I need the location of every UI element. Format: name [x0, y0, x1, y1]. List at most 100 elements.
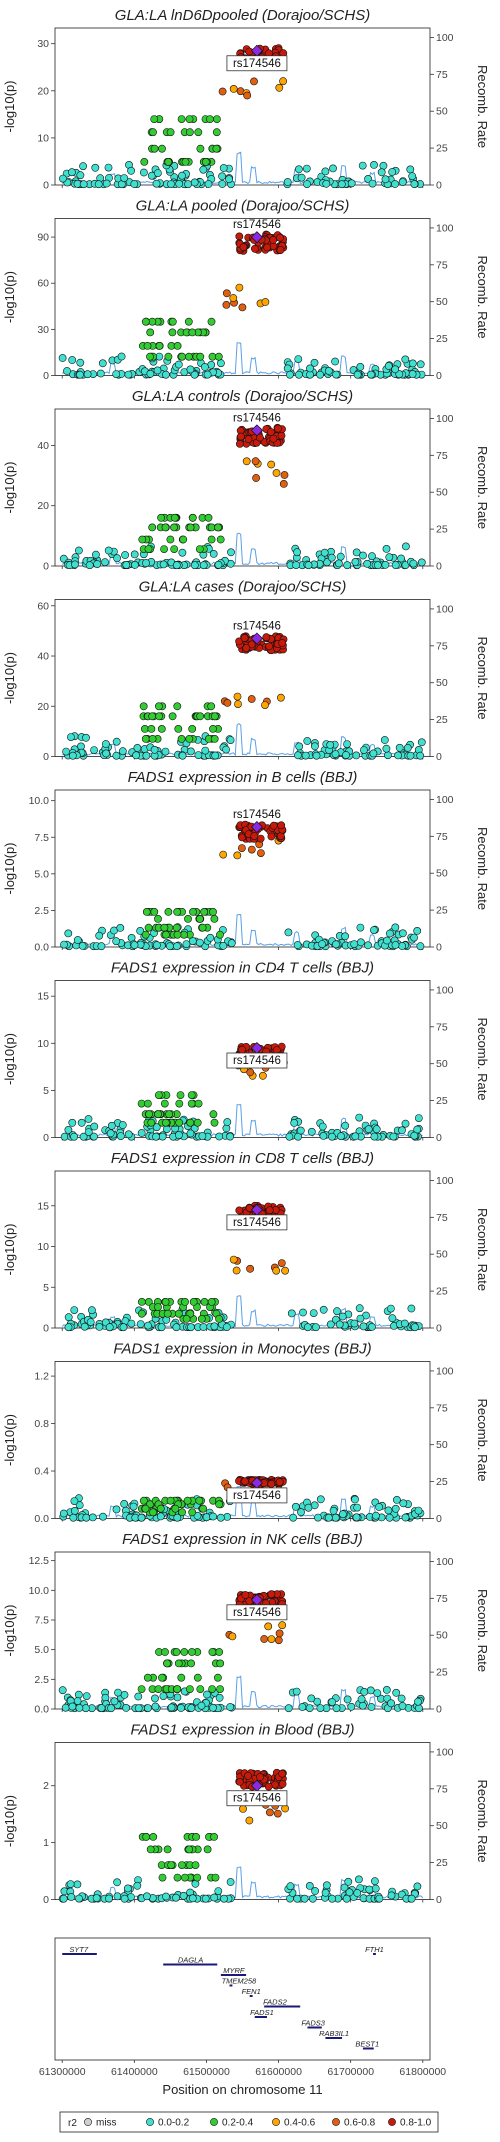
snp-point	[285, 929, 292, 936]
panel-title: GLA:LA pooled (Dorajoo/SCHS)	[136, 198, 350, 215]
snp-point	[88, 1307, 95, 1314]
snp-point	[147, 1846, 154, 1853]
snp-point	[392, 366, 399, 373]
snp-point	[158, 145, 165, 152]
snp-point	[407, 752, 414, 759]
y-tick-label: 1.2	[34, 1371, 49, 1383]
snp-point	[59, 1687, 66, 1694]
snp-point	[245, 436, 252, 443]
snp-point	[250, 78, 257, 85]
snp-point	[323, 180, 330, 187]
snp-point	[415, 1115, 422, 1122]
snp-point	[277, 694, 284, 701]
snp-point	[173, 562, 180, 569]
snp-point	[113, 752, 120, 759]
x-tick-label: 61400000	[111, 2066, 158, 2078]
snp-point	[128, 167, 135, 174]
snp-point	[143, 908, 150, 915]
snp-point	[376, 1895, 383, 1902]
snp-point	[214, 524, 221, 531]
snp-point	[367, 371, 374, 378]
snp-point	[153, 180, 160, 187]
snp-point	[236, 1778, 243, 1785]
recomb-axis-label: Recomb. Rate	[475, 1208, 490, 1291]
gene-label: MYRF	[223, 1966, 245, 1975]
snp-point	[184, 915, 191, 922]
snp-point	[191, 562, 198, 569]
snp-point	[122, 551, 129, 558]
snp-point	[204, 371, 211, 378]
legend-label: 0.2-0.4	[222, 2118, 254, 2129]
snp-point	[348, 1703, 355, 1710]
snp-point	[239, 1046, 246, 1053]
recomb-tick-label: 25	[436, 1095, 448, 1107]
panel-2: GLA:LA pooled (Dorajoo/SCHS) 0 30 60 90 0 25 50…	[2, 198, 490, 383]
snp-point	[160, 1693, 167, 1700]
snp-point	[311, 743, 318, 750]
snp-point	[306, 1882, 313, 1889]
snp-point	[378, 169, 385, 176]
recomb-axis-label: Recomb. Rate	[475, 636, 490, 719]
snp-point	[205, 180, 212, 187]
snp-point	[244, 92, 251, 99]
snp-point	[328, 1133, 335, 1140]
recomb-tick-label: 50	[436, 1820, 448, 1832]
snp-point	[106, 1324, 113, 1331]
recomb-tick-label: 100	[436, 794, 454, 806]
snp-point	[212, 752, 219, 759]
snp-point	[167, 1497, 174, 1504]
snp-point	[80, 181, 87, 188]
y-axis-label: -log10(p)	[2, 1033, 17, 1085]
snp-point	[216, 1501, 223, 1508]
snp-point	[210, 550, 217, 557]
snp-point	[322, 1889, 329, 1896]
snp-point	[209, 1704, 216, 1711]
snp-point	[168, 1704, 175, 1711]
snp-point	[60, 941, 67, 948]
snp-point	[180, 536, 187, 543]
snp-point	[383, 745, 390, 752]
y-tick-label: 20	[37, 85, 49, 97]
snp-point	[199, 924, 206, 931]
y-axis-label: -log10(p)	[2, 652, 17, 704]
snp-point	[234, 701, 241, 708]
snp-point	[70, 1514, 77, 1521]
legend-swatch	[146, 2118, 153, 2125]
snp-point	[248, 695, 255, 702]
snp-point	[211, 1323, 218, 1330]
snp-point	[69, 1119, 76, 1126]
plot-frame	[55, 1743, 430, 1900]
snp-point	[308, 1695, 315, 1702]
snp-point	[200, 562, 207, 569]
snp-point	[113, 938, 120, 945]
snp-point	[399, 942, 406, 949]
snp-point	[417, 752, 424, 759]
legend-label: 0.8-1.0	[400, 2118, 432, 2129]
recomb-tick-label: 75	[436, 1593, 448, 1605]
snp-point	[346, 1889, 353, 1896]
snp-point	[319, 941, 326, 948]
snp-point	[279, 639, 286, 646]
recomb-tick-label: 50	[436, 1630, 448, 1642]
snp-point	[335, 560, 342, 567]
y-tick-label: 12.5	[29, 1555, 50, 1567]
snp-point	[142, 559, 149, 566]
recomb-tick-label: 0	[436, 1132, 442, 1144]
recomb-axis-label: Recomb. Rate	[475, 1589, 490, 1672]
snp-point	[415, 1705, 422, 1712]
snp-point	[312, 1324, 319, 1331]
snp-point	[332, 941, 339, 948]
snp-point	[65, 930, 72, 937]
y-tick-label: 5	[43, 1085, 49, 1097]
snp-point	[179, 549, 186, 556]
x-tick-label: 61800000	[399, 2066, 446, 2078]
recomb-tick-label: 25	[436, 1667, 448, 1679]
recomb-tick-label: 100	[436, 222, 454, 234]
snp-point	[71, 1498, 78, 1505]
snp-point	[71, 1507, 78, 1514]
lead-snp-label: rs174546	[233, 1793, 281, 1805]
snp-point	[149, 524, 156, 531]
snp-point	[135, 1693, 142, 1700]
snp-point	[332, 751, 339, 758]
snp-point	[120, 1324, 127, 1331]
